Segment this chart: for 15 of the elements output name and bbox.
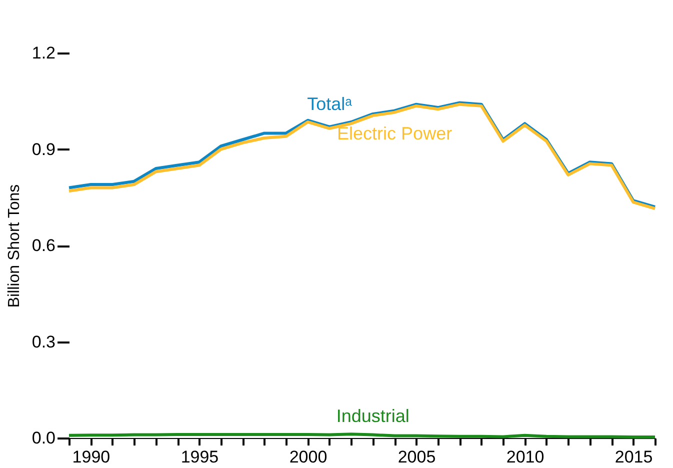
x-tick-label: 2000 <box>289 448 328 466</box>
series-label: Electric Power <box>337 123 452 144</box>
y-tick-label: 0.6 <box>32 236 56 255</box>
y-tick-label: 0.9 <box>32 140 56 159</box>
x-tick-label: 2005 <box>398 448 436 466</box>
y-tick-label: 0.3 <box>32 332 56 352</box>
y-tick-label: 1.2 <box>32 44 56 62</box>
y-axis-title: Billion Short Tons <box>6 184 23 308</box>
x-tick-label: 1995 <box>180 448 219 466</box>
x-tick-label: 1990 <box>72 448 110 466</box>
series-label: Totalᵃ <box>307 94 352 114</box>
series-label: Industrial <box>336 406 410 426</box>
x-tick-label: 2015 <box>614 448 653 466</box>
y-tick-label: 0.0 <box>32 428 56 448</box>
x-tick-label: 2010 <box>506 448 544 466</box>
